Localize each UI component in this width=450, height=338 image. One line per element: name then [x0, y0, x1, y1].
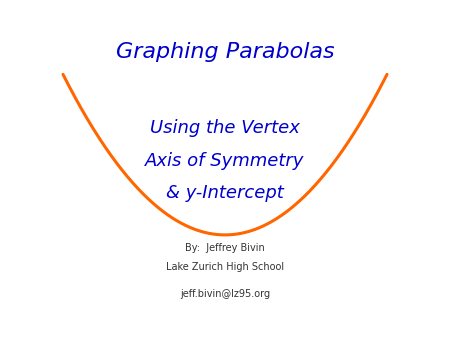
- Text: Using the Vertex: Using the Vertex: [150, 119, 300, 138]
- Text: Graphing Parabolas: Graphing Parabolas: [116, 42, 334, 63]
- Text: jeff.bivin@lz95.org: jeff.bivin@lz95.org: [180, 289, 270, 299]
- Text: & y-Intercept: & y-Intercept: [166, 184, 284, 202]
- Text: Lake Zurich High School: Lake Zurich High School: [166, 262, 284, 272]
- Text: By:  Jeffrey Bivin: By: Jeffrey Bivin: [185, 243, 265, 254]
- Text: Axis of Symmetry: Axis of Symmetry: [145, 151, 305, 170]
